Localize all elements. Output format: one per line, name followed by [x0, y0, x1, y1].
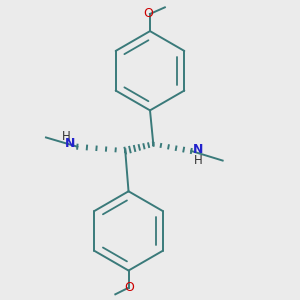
Text: N: N [65, 137, 75, 150]
Text: O: O [143, 8, 153, 20]
Text: O: O [124, 281, 134, 294]
Text: H: H [194, 154, 202, 167]
Text: N: N [194, 143, 204, 156]
Text: H: H [61, 130, 70, 143]
